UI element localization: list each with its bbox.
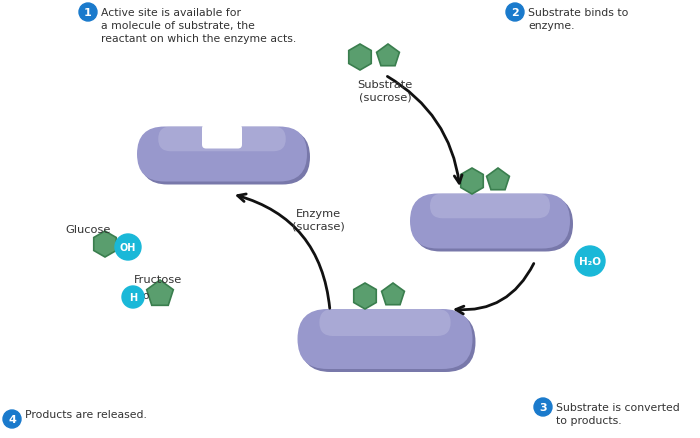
Circle shape xyxy=(115,234,141,261)
Text: Enzyme
(sucrase): Enzyme (sucrase) xyxy=(292,208,344,231)
Polygon shape xyxy=(354,283,377,309)
FancyBboxPatch shape xyxy=(298,309,472,369)
Polygon shape xyxy=(377,45,400,67)
FancyBboxPatch shape xyxy=(430,194,550,219)
Polygon shape xyxy=(147,280,174,306)
Polygon shape xyxy=(349,45,371,71)
Polygon shape xyxy=(486,169,510,190)
Text: H: H xyxy=(129,292,137,302)
FancyBboxPatch shape xyxy=(202,125,242,149)
Text: OH: OH xyxy=(120,243,136,252)
Polygon shape xyxy=(461,169,483,194)
FancyBboxPatch shape xyxy=(137,127,307,182)
Text: H₂O: H₂O xyxy=(579,256,601,266)
Text: 2: 2 xyxy=(511,8,519,18)
Text: Glucose: Glucose xyxy=(65,225,111,234)
FancyBboxPatch shape xyxy=(410,194,570,249)
Text: Substrate
(sucrose): Substrate (sucrose) xyxy=(358,80,412,102)
FancyBboxPatch shape xyxy=(319,309,451,336)
FancyBboxPatch shape xyxy=(413,197,573,252)
Text: Substrate binds to
enzyme.: Substrate binds to enzyme. xyxy=(528,8,629,31)
Text: 3: 3 xyxy=(539,402,547,412)
FancyBboxPatch shape xyxy=(300,312,475,372)
Text: Active site is available for
a molecule of substrate, the
reactant on which the : Active site is available for a molecule … xyxy=(101,8,296,43)
Text: o: o xyxy=(143,290,149,300)
Polygon shape xyxy=(382,283,405,305)
Circle shape xyxy=(575,247,605,276)
Text: 4: 4 xyxy=(8,414,16,424)
Text: 1: 1 xyxy=(84,8,92,18)
Text: Fructose: Fructose xyxy=(134,274,182,284)
FancyBboxPatch shape xyxy=(140,130,310,185)
Text: Products are released.: Products are released. xyxy=(25,409,147,419)
Text: Substrate is converted
to products.: Substrate is converted to products. xyxy=(556,402,680,425)
Circle shape xyxy=(506,4,524,22)
Circle shape xyxy=(79,4,97,22)
FancyBboxPatch shape xyxy=(158,127,286,152)
Circle shape xyxy=(3,410,21,428)
Circle shape xyxy=(122,286,144,308)
Circle shape xyxy=(534,398,552,416)
Polygon shape xyxy=(94,231,116,258)
